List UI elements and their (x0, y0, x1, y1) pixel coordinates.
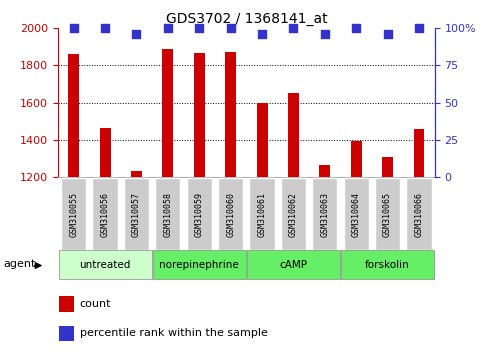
Bar (288, 93, 299, 177)
Point (353, 25, 360, 31)
Bar (162, 49, 173, 177)
Text: GSM310063: GSM310063 (320, 192, 329, 236)
Text: GSM310056: GSM310056 (100, 192, 110, 236)
Text: GSM310065: GSM310065 (383, 192, 392, 236)
Point (70, 25, 78, 31)
Text: norepinephrine: norepinephrine (159, 259, 239, 270)
Point (258, 32, 266, 37)
Point (321, 32, 328, 37)
Point (227, 25, 235, 31)
Title: GDS3702 / 1368141_at: GDS3702 / 1368141_at (166, 12, 327, 26)
Text: cAMP: cAMP (280, 259, 307, 270)
FancyBboxPatch shape (281, 178, 306, 250)
Text: GSM310055: GSM310055 (69, 192, 78, 236)
Point (415, 25, 423, 31)
FancyBboxPatch shape (249, 178, 274, 250)
Bar (131, 171, 142, 177)
Bar (319, 165, 330, 177)
Text: untreated: untreated (79, 259, 131, 270)
Point (101, 25, 109, 31)
Text: GSM310060: GSM310060 (226, 192, 235, 236)
Text: count: count (80, 299, 111, 309)
FancyBboxPatch shape (344, 178, 369, 250)
FancyBboxPatch shape (218, 178, 243, 250)
Text: GSM310062: GSM310062 (289, 192, 298, 236)
Point (384, 32, 392, 37)
Bar (99, 128, 111, 177)
Text: forskolin: forskolin (365, 259, 410, 270)
Bar (382, 156, 393, 177)
FancyBboxPatch shape (153, 251, 246, 279)
Point (290, 25, 298, 31)
FancyBboxPatch shape (93, 178, 118, 250)
Bar (256, 103, 268, 177)
Text: GSM310057: GSM310057 (132, 192, 141, 236)
Text: GSM310066: GSM310066 (414, 192, 424, 236)
Bar (59, 296, 73, 312)
Text: GSM310061: GSM310061 (257, 192, 267, 236)
Text: GSM310059: GSM310059 (195, 192, 204, 236)
Bar (194, 53, 205, 177)
FancyBboxPatch shape (124, 178, 149, 250)
FancyBboxPatch shape (58, 251, 152, 279)
FancyBboxPatch shape (61, 178, 86, 250)
Text: agent: agent (3, 259, 35, 269)
FancyBboxPatch shape (313, 178, 337, 250)
Bar (68, 55, 79, 177)
Point (164, 25, 172, 31)
Bar (351, 141, 362, 177)
Point (133, 32, 141, 37)
Point (195, 25, 203, 31)
Text: GSM310058: GSM310058 (163, 192, 172, 236)
FancyBboxPatch shape (247, 251, 340, 279)
FancyBboxPatch shape (406, 178, 432, 250)
Bar (225, 52, 236, 177)
FancyBboxPatch shape (341, 251, 434, 279)
Text: GSM310064: GSM310064 (352, 192, 361, 236)
FancyBboxPatch shape (187, 178, 212, 250)
FancyBboxPatch shape (156, 178, 181, 250)
FancyBboxPatch shape (375, 178, 400, 250)
Bar (413, 129, 425, 177)
Bar (59, 326, 73, 341)
Text: percentile rank within the sample: percentile rank within the sample (80, 329, 268, 338)
